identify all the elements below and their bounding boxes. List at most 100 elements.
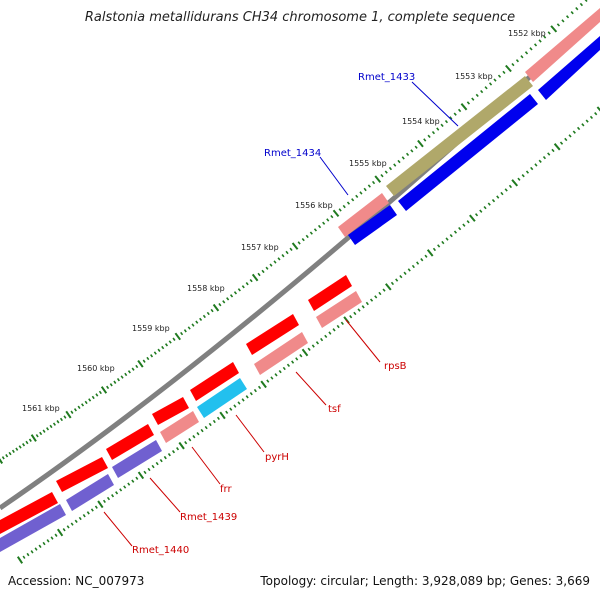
major-tick: [260, 380, 267, 389]
major-tick: [100, 386, 108, 394]
minor-tick: [351, 198, 355, 202]
minor-tick: [424, 254, 428, 258]
minor-tick: [233, 404, 237, 408]
minor-tick: [116, 377, 120, 382]
minor-tick: [585, 119, 589, 123]
minor-tick: [281, 254, 285, 258]
minor-tick: [277, 257, 281, 261]
minor-tick: [195, 320, 199, 324]
minor-tick: [491, 198, 496, 203]
minor-tick: [196, 432, 200, 436]
minor-tick: [320, 337, 324, 342]
minor-tick: [420, 258, 424, 262]
major-tick: [374, 175, 382, 183]
minor-tick: [146, 356, 150, 361]
minor-tick: [210, 308, 214, 313]
minor-tick: [91, 395, 95, 400]
minor-tick: [257, 385, 262, 390]
minor-tick: [297, 241, 301, 245]
minor-tick: [493, 78, 497, 82]
minor-tick: [449, 116, 453, 120]
minor-tick: [336, 324, 340, 329]
minor-tick: [143, 470, 147, 475]
minor-tick: [416, 261, 420, 265]
minor-tick: [508, 184, 513, 189]
minor-tick: [11, 449, 15, 454]
minor-tick: [88, 398, 92, 402]
minor-tick: [542, 155, 547, 160]
minor-tick: [565, 15, 570, 19]
minor-tick: [317, 224, 322, 229]
major-tick: [65, 410, 72, 419]
ruler-label: 1560 kbp: [77, 364, 115, 373]
minor-tick: [233, 291, 238, 295]
accession-text: Accession: NC_007973: [8, 574, 145, 588]
minor-tick: [266, 379, 270, 383]
minor-tick: [524, 51, 529, 55]
minor-tick: [342, 204, 346, 209]
minor-tick: [63, 415, 67, 419]
minor-tick: [46, 427, 50, 431]
minor-tick: [410, 149, 414, 153]
leader-line: [103, 511, 133, 547]
gene-label-rmet-1433: Rmet_1433: [358, 72, 415, 83]
minor-tick: [270, 376, 274, 380]
minor-tick: [564, 137, 568, 142]
minor-tick: [405, 152, 410, 157]
minor-tick: [86, 511, 90, 515]
minor-tick: [212, 419, 216, 424]
major-tick: [301, 348, 309, 357]
minor-tick: [453, 112, 457, 116]
minor-tick: [575, 6, 579, 11]
minor-tick: [151, 464, 155, 469]
minor-tick: [168, 340, 172, 344]
minor-tick: [90, 508, 94, 512]
minor-tick: [432, 247, 437, 252]
minor-tick: [222, 300, 226, 304]
minor-tick: [249, 278, 253, 283]
minor-tick: [30, 550, 34, 554]
minor-tick: [102, 499, 106, 504]
gene-feature-rmet-1434: [338, 193, 389, 237]
inner-tick-marks: [16, 106, 600, 564]
minor-tick: [176, 447, 180, 451]
minor-tick: [39, 431, 43, 436]
minor-tick: [299, 354, 303, 358]
gene-feature: [0, 492, 58, 534]
minor-tick: [307, 347, 311, 351]
minor-tick: [56, 420, 60, 424]
minor-tick: [286, 363, 291, 367]
ruler-label: 1558 kbp: [187, 284, 225, 293]
minor-tick: [153, 351, 157, 355]
minor-tick: [157, 348, 161, 352]
minor-tick: [584, 0, 588, 3]
minor-tick: [70, 410, 74, 414]
minor-tick: [466, 101, 471, 105]
minor-tick: [589, 115, 594, 120]
map-title: Ralstonia metallidurans CH34 chromosome …: [84, 10, 516, 25]
minor-tick: [161, 345, 165, 350]
minor-tick: [42, 429, 46, 433]
minor-tick: [218, 303, 222, 307]
minor-tick: [241, 398, 245, 402]
minor-tick: [184, 441, 188, 445]
minor-tick: [479, 209, 483, 213]
minor-tick: [155, 461, 159, 466]
minor-tick: [54, 533, 58, 537]
minor-tick: [423, 138, 427, 142]
minor-tick: [338, 208, 342, 212]
minor-tick: [273, 260, 277, 264]
minor-tick: [538, 159, 542, 163]
minor-tick: [74, 519, 78, 523]
ruler-label: 1555 kbp: [349, 159, 387, 168]
minor-tick: [295, 357, 299, 361]
major-tick: [596, 106, 600, 112]
gene-label-frr: frr: [220, 484, 232, 495]
major-tick: [426, 249, 434, 257]
gene-feature-rmet-1439-inner: [112, 440, 162, 478]
minor-tick: [52, 422, 56, 426]
minor-tick: [313, 228, 318, 232]
minor-tick: [483, 205, 487, 210]
gene-feature-rpsb-inner: [316, 291, 362, 328]
minor-tick: [163, 455, 167, 460]
